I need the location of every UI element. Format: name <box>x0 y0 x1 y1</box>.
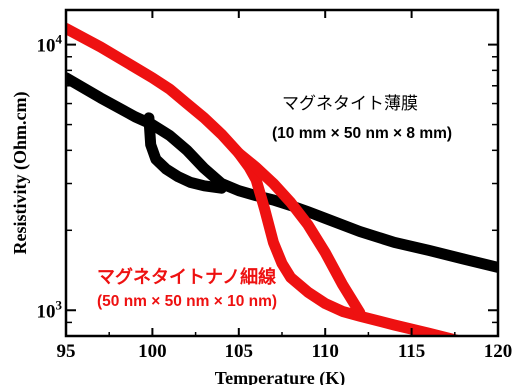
film-annotation-dimensions: (10 mm × 50 nm × 8 mm) <box>272 125 452 142</box>
series-line-nanowire <box>66 23 463 336</box>
y-tick-label: 104 <box>37 32 63 57</box>
film-annotation-title: マグネタイト薄膜 <box>282 94 418 114</box>
ticks: 95 100 105 110 115 120 103 104 <box>37 10 513 362</box>
x-tick-label: 95 <box>57 341 76 362</box>
x-tick-label: 105 <box>225 341 254 362</box>
x-axis-title: Temperature (K) <box>215 368 345 385</box>
x-tick-label: 115 <box>398 341 425 362</box>
series-line-film_cooling_branch <box>143 112 227 194</box>
nanowire-annotation-title: マグネタイトナノ細線 <box>97 266 276 288</box>
nanowire-annotation-dimensions: (50 nm × 50 nm × 10 nm) <box>97 293 277 310</box>
x-tick-label: 110 <box>311 341 338 362</box>
plot-area <box>66 23 498 336</box>
y-axis-title: Resistivity (Ohm.cm) <box>10 92 31 255</box>
series-line-nanowire_warming_branch <box>233 147 366 319</box>
y-tick-label: 103 <box>37 297 63 322</box>
x-tick-label: 120 <box>484 341 513 362</box>
x-tick-label: 100 <box>138 341 167 362</box>
